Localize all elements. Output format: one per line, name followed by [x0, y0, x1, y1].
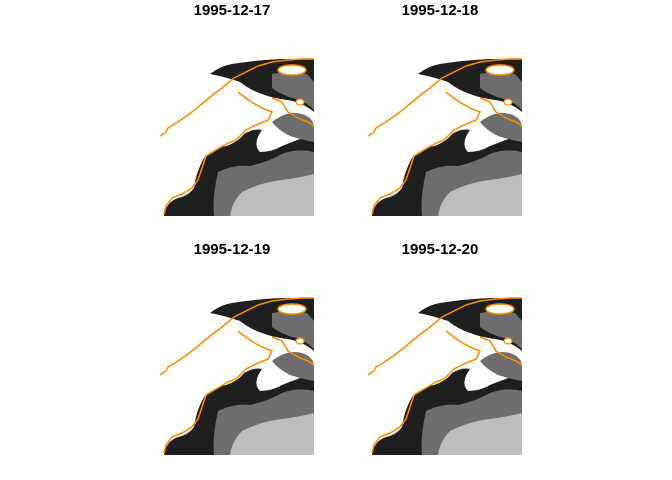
map-panel-1: 1995-12-17 — [122, 2, 342, 232]
coastline — [159, 58, 314, 137]
coastline — [163, 330, 273, 454]
water-raster-patch — [438, 174, 522, 216]
panel-date-title: 1995-12-18 — [401, 2, 479, 19]
panel-date-title: 1995-12-20 — [401, 241, 479, 258]
water-raster-patch — [438, 413, 522, 455]
small-island — [295, 337, 305, 345]
coastline — [159, 297, 314, 376]
coastline — [271, 97, 315, 127]
raster-map — [367, 297, 523, 455]
raster-map — [159, 297, 315, 455]
sandbank-island — [485, 303, 515, 315]
panel-date-title: 1995-12-17 — [193, 2, 271, 19]
water-raster-patch — [230, 413, 314, 455]
coastline — [367, 297, 522, 376]
sandbank-island — [277, 64, 307, 76]
coastline — [271, 336, 315, 366]
map-panel-4: 1995-12-20 — [330, 241, 550, 471]
map-panel-3: 1995-12-19 — [122, 241, 342, 471]
small-island — [503, 98, 513, 106]
small-island — [295, 98, 305, 106]
panel-date-title: 1995-12-19 — [193, 241, 271, 258]
raster-map — [367, 58, 523, 216]
coastline — [371, 330, 481, 454]
small-island — [503, 337, 513, 345]
coastline — [479, 97, 523, 127]
sandbank-island — [277, 303, 307, 315]
coastline — [371, 91, 481, 215]
coastline — [163, 91, 273, 215]
coastline — [479, 336, 523, 366]
coastline — [367, 58, 522, 137]
sandbank-island — [485, 64, 515, 76]
water-raster-patch — [230, 174, 314, 216]
raster-map — [159, 58, 315, 216]
map-panel-2: 1995-12-18 — [330, 2, 550, 232]
